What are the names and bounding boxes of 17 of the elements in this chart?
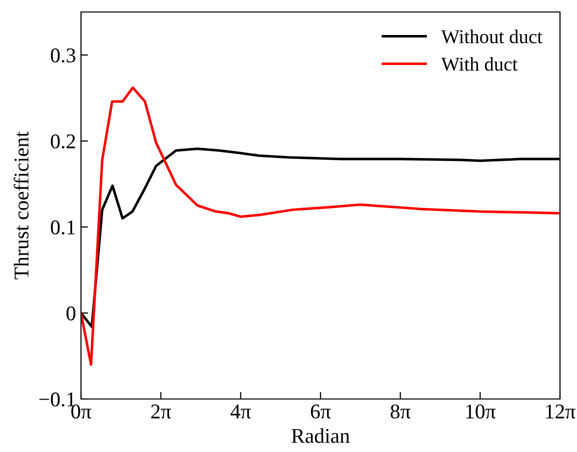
x-tick-label: 4π	[230, 404, 251, 419]
x-tick-label: 6π	[310, 404, 331, 419]
legend-label: With duct	[441, 57, 518, 71]
x-tick-label: 0π	[71, 404, 92, 419]
x-tick-label: 8π	[390, 404, 410, 419]
y-tick-label: 0.2	[50, 134, 75, 149]
line-series	[81, 86, 560, 366]
x-tick-label: 2π	[151, 404, 171, 419]
y-axis-title: Thrust coefficient	[14, 131, 29, 280]
x-tick-label: 12π	[546, 404, 576, 419]
y-tick-label: 0.1	[50, 220, 75, 235]
legend-label: Without duct	[441, 30, 542, 44]
x-tick-label: 10π	[466, 404, 496, 419]
y-tick-label: 0	[66, 306, 76, 320]
x-axis-title: Radian	[292, 428, 350, 443]
y-tick-label: −0.1	[39, 392, 75, 407]
y-tick-label: 0.3	[50, 48, 76, 63]
